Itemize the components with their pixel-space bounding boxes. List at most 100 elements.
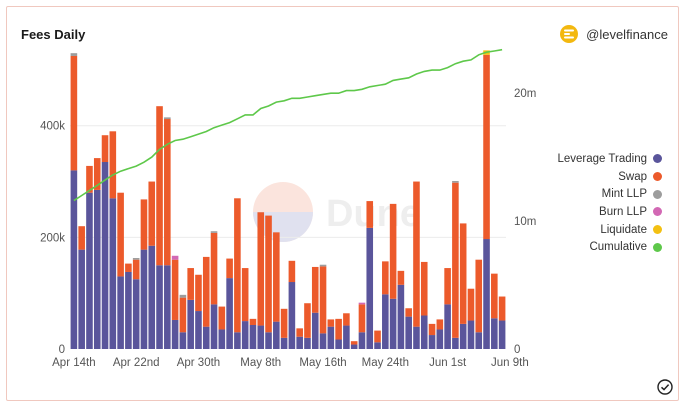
bar-swap — [148, 181, 156, 246]
legend-item[interactable]: Mint LLP — [520, 185, 662, 203]
bar-leverage — [366, 227, 374, 349]
bar-leverage — [350, 344, 358, 349]
bar-leverage — [280, 337, 288, 349]
author-link[interactable]: @levelfinance — [560, 25, 668, 43]
bar-swap — [257, 212, 265, 326]
bar-swap — [234, 198, 241, 333]
bar-swap — [86, 165, 93, 193]
legend-swatch — [653, 225, 662, 235]
bar-leverage — [179, 332, 187, 349]
bar-swap — [101, 135, 109, 163]
bar-swap — [249, 318, 257, 325]
bar-leverage — [335, 339, 342, 349]
bar-swap — [273, 232, 280, 322]
bar-leverage — [148, 245, 156, 349]
right-axis-tick-label: 10m — [514, 216, 536, 228]
legend-item[interactable]: Liquidate — [520, 221, 662, 239]
bar-leverage — [327, 326, 335, 349]
bar-swap — [179, 297, 187, 333]
legend-swatch — [653, 189, 662, 199]
bar-leverage — [234, 332, 241, 349]
bar-swap — [498, 296, 506, 321]
bar-leverage — [164, 265, 171, 349]
x-axis-tick-label: Apr 22nd — [113, 357, 160, 369]
bar-leverage — [475, 332, 483, 349]
bar-swap — [459, 223, 467, 324]
right-axis-tick-label: 0 — [514, 344, 520, 356]
bar-swap — [428, 323, 436, 336]
bar-leverage — [226, 278, 233, 349]
bar-swap — [304, 303, 311, 338]
bar-leverage — [319, 333, 327, 349]
legend-item[interactable]: Leverage Trading — [520, 150, 662, 168]
bar-swap — [467, 288, 475, 321]
bar-leverage — [86, 192, 93, 349]
bar-swap — [483, 54, 490, 240]
legend-item[interactable]: Swap — [520, 168, 662, 186]
left-axis-tick-label: 0 — [59, 344, 65, 356]
bar-mint — [164, 117, 171, 120]
bar-leverage — [109, 198, 117, 349]
bar-swap — [366, 201, 374, 228]
legend-item[interactable]: Burn LLP — [520, 203, 662, 221]
bar-swap — [452, 182, 459, 338]
legend-item[interactable]: Cumulative — [520, 238, 662, 256]
legend-label: Cumulative — [589, 241, 647, 254]
bar-leverage — [195, 311, 202, 349]
bar-swap — [319, 266, 327, 334]
right-axis-tick-label: 20m — [514, 88, 536, 100]
legend-label: Burn LLP — [599, 205, 647, 218]
bar-leverage — [420, 315, 428, 349]
bar-leverage — [249, 324, 257, 349]
legend-swatch — [653, 242, 662, 252]
legend-swatch — [653, 172, 662, 182]
bar-leverage — [397, 284, 405, 349]
bar-leverage — [452, 337, 459, 349]
bar-swap — [164, 119, 171, 266]
bar-leverage — [132, 279, 140, 349]
bar-swap — [171, 259, 179, 320]
bar-swap — [125, 263, 132, 272]
bar-leverage — [389, 298, 397, 349]
legend-label: Leverage Trading — [557, 152, 647, 165]
bar-swap — [78, 226, 85, 250]
bar-swap — [382, 261, 389, 295]
bar-swap — [436, 319, 444, 330]
legend-label: Swap — [618, 170, 647, 183]
bar-mint — [70, 53, 78, 56]
bar-leverage — [296, 336, 303, 349]
bar-leverage — [413, 326, 420, 349]
bar-leverage — [436, 329, 444, 349]
bar-burn — [171, 255, 179, 260]
bar-swap — [405, 308, 412, 317]
bar-leverage — [140, 249, 148, 349]
bar-swap — [311, 266, 319, 313]
bar-leverage — [311, 312, 319, 349]
bar-leverage — [241, 321, 249, 349]
bar-mint — [210, 231, 218, 233]
bar-leverage — [304, 337, 311, 349]
bar-swap — [335, 318, 342, 340]
bar-leverage — [101, 162, 109, 349]
bar-mint — [132, 258, 140, 260]
bar-leverage — [171, 319, 179, 349]
legend-swatch — [653, 154, 662, 164]
bar-mint — [179, 294, 187, 298]
left-axis-tick-label: 200k — [40, 232, 65, 244]
bar-leverage — [187, 299, 194, 349]
bar-swap — [444, 268, 451, 305]
bar-swap — [93, 158, 101, 190]
watermark-text: Dune — [326, 193, 421, 235]
bar-swap — [265, 215, 272, 333]
bar-leverage — [459, 323, 467, 349]
bar-leverage — [483, 239, 490, 349]
bar-swap — [218, 306, 226, 330]
bar-swap — [280, 308, 288, 338]
bar-leverage — [491, 318, 498, 349]
bar-leverage — [343, 325, 350, 349]
cumulative-line — [73, 48, 503, 202]
bar-leverage — [78, 249, 85, 349]
bar-leverage — [428, 335, 436, 349]
bar-swap — [420, 261, 428, 316]
bar-swap — [202, 256, 210, 327]
